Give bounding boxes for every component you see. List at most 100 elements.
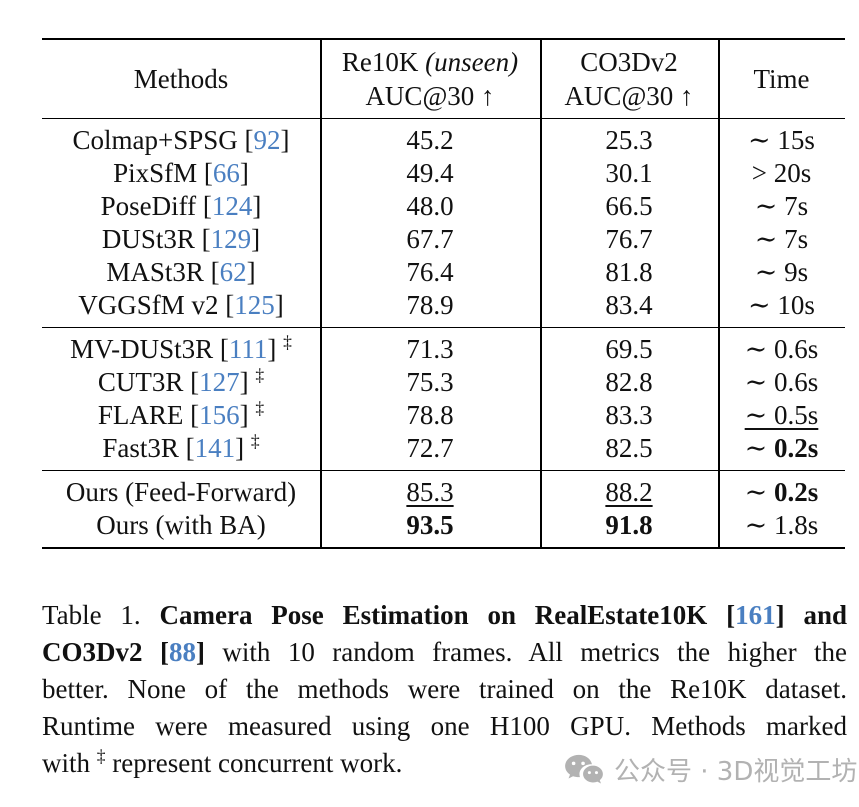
co3d-value-cell: 69.5 bbox=[540, 333, 718, 366]
citation-link[interactable]: 125 bbox=[234, 290, 275, 320]
section-divider bbox=[42, 470, 845, 471]
text-span: ‡ bbox=[255, 365, 265, 385]
text-span: CO3Dv2 bbox=[42, 637, 160, 667]
co3d-value-cell: 88.2 bbox=[540, 476, 718, 509]
text-span: 66.5 bbox=[605, 191, 653, 221]
citation-link[interactable]: 161 bbox=[735, 600, 776, 630]
text-span: ] bbox=[239, 158, 249, 188]
table-row: Fast3R [141] ‡ 72.7 82.5 ∼ 0.2s bbox=[42, 432, 845, 465]
citation-link[interactable]: 92 bbox=[253, 125, 281, 155]
text-span: 75.3 bbox=[406, 367, 454, 397]
header-time: Time bbox=[718, 40, 845, 118]
watermark: 公众号 · 3D视觉工坊 bbox=[563, 751, 857, 788]
citation-link[interactable]: 141 bbox=[194, 433, 236, 463]
header-re10k: Re10K (unseen) AUC@30 ↑ bbox=[320, 40, 540, 118]
table-group: MV-DUSt3R [111] ‡ 71.3 69.5 ∼ 0.6s CUT3R [12… bbox=[42, 328, 845, 470]
text-span: Ours (with BA) bbox=[96, 510, 266, 540]
text-span: ] bbox=[267, 334, 284, 364]
re10k-value-cell: 49.4 bbox=[320, 157, 540, 190]
table-row: PoseDiff [124] 48.0 66.5 ∼ 7s bbox=[42, 190, 845, 223]
text-span: 25.3 bbox=[605, 125, 653, 155]
text-span: ∼ 0.6s bbox=[744, 334, 819, 364]
co3d-value-cell: 25.3 bbox=[540, 124, 718, 157]
text-span: FLARE [ bbox=[97, 400, 200, 430]
text-span: 71.3 bbox=[406, 334, 454, 364]
text-span: 30.1 bbox=[605, 158, 653, 188]
time-cell: ∼ 0.6s bbox=[718, 366, 845, 399]
text-span: ] bbox=[775, 600, 785, 630]
table-body: Colmap+SPSG [92] 45.2 25.3 ∼ 15s PixSfM [66]… bbox=[42, 119, 845, 547]
re10k-value-cell: 48.0 bbox=[320, 190, 540, 223]
text-span: 81.8 bbox=[605, 257, 653, 287]
text-span: 83.3 bbox=[605, 400, 653, 430]
text-span: 72.7 bbox=[406, 433, 454, 463]
header-re10k-unseen: (unseen) bbox=[425, 47, 519, 77]
text-span: ] bbox=[251, 224, 261, 254]
co3d-value-cell: 83.4 bbox=[540, 289, 718, 322]
section-divider bbox=[42, 327, 845, 328]
table-caption: Table 1. Camera Pose Estimation on RealE… bbox=[42, 597, 847, 782]
citation-link[interactable]: 66 bbox=[212, 158, 240, 188]
time-cell: ∼ 0.2s bbox=[718, 432, 845, 465]
table-row: Ours (Feed-Forward) 85.3 88.2 ∼ 0.2s bbox=[42, 476, 845, 509]
table-row: PixSfM [66] 49.4 30.1 > 20s bbox=[42, 157, 845, 190]
co3d-value-cell: 82.5 bbox=[540, 432, 718, 465]
co3d-value-cell: 83.3 bbox=[540, 399, 718, 432]
co3d-value-cell: 91.8 bbox=[540, 509, 718, 542]
text-span: ] bbox=[235, 433, 251, 463]
method-cell: MV-DUSt3R [111] ‡ bbox=[42, 333, 320, 366]
table-row: CUT3R [127] ‡ 75.3 82.8 ∼ 0.6s bbox=[42, 366, 845, 399]
text-span: with bbox=[42, 748, 97, 778]
citation-link[interactable]: 62 bbox=[219, 257, 247, 287]
time-cell: ∼ 10s bbox=[718, 289, 845, 322]
text-span: PixSfM [ bbox=[113, 158, 213, 188]
text-span: ] bbox=[195, 637, 205, 667]
header-methods-label: Methods bbox=[133, 64, 229, 94]
co3d-value-cell: 30.1 bbox=[540, 157, 718, 190]
text-span: ] bbox=[252, 191, 262, 221]
method-cell: PoseDiff [124] bbox=[42, 190, 320, 223]
table-row: Colmap+SPSG [92] 45.2 25.3 ∼ 15s bbox=[42, 124, 845, 157]
text-span: ∼ 9s bbox=[754, 257, 809, 287]
citation-link[interactable]: 124 bbox=[211, 191, 253, 221]
header-co3d-name: CO3Dv2 bbox=[580, 47, 678, 77]
column-divider bbox=[320, 40, 322, 547]
table-row: VGGSfM v2 [125] 78.9 83.4 ∼ 10s bbox=[42, 289, 845, 322]
text-span: [ bbox=[726, 600, 736, 630]
text-span: 78.9 bbox=[406, 290, 454, 320]
citation-link[interactable]: 111 bbox=[228, 334, 268, 364]
text-span: ∼ 0.5s bbox=[744, 400, 819, 430]
table-row: FLARE [156] ‡ 78.8 83.3 ∼ 0.5s bbox=[42, 399, 845, 432]
text-span: PoseDiff [ bbox=[100, 191, 212, 221]
column-divider bbox=[718, 40, 720, 547]
text-span: DUSt3R [ bbox=[101, 224, 211, 254]
text-span: ] bbox=[239, 367, 256, 397]
wechat-icon bbox=[565, 754, 603, 784]
table-frame: Methods Re10K (unseen) AUC@30 ↑ CO3Dv2 A… bbox=[42, 38, 845, 549]
re10k-value-cell: 71.3 bbox=[320, 333, 540, 366]
text-span: Table 1. bbox=[42, 600, 160, 630]
text-span: 0.2s bbox=[774, 433, 819, 463]
method-cell: Colmap+SPSG [92] bbox=[42, 124, 320, 157]
text-span: 49.4 bbox=[406, 158, 454, 188]
text-span: with 10 random frames. All metrics the h… bbox=[204, 637, 847, 667]
citation-link[interactable]: 129 bbox=[210, 224, 252, 254]
re10k-value-cell: 93.5 bbox=[320, 509, 540, 542]
text-span: 67.7 bbox=[406, 224, 454, 254]
header-time-label: Time bbox=[753, 64, 810, 94]
text-span: 0.2s bbox=[774, 477, 819, 507]
text-span: ∼ 7s bbox=[754, 224, 809, 254]
text-span: 76.7 bbox=[605, 224, 653, 254]
co3d-value-cell: 81.8 bbox=[540, 256, 718, 289]
text-span: 76.4 bbox=[406, 257, 454, 287]
time-cell: ∼ 0.2s bbox=[718, 476, 845, 509]
table-header-row: Methods Re10K (unseen) AUC@30 ↑ CO3Dv2 A… bbox=[42, 40, 845, 118]
text-span: 91.8 bbox=[605, 510, 653, 540]
citation-link[interactable]: 127 bbox=[199, 367, 240, 397]
text-span: Fast3R [ bbox=[102, 433, 195, 463]
method-cell: Ours (Feed-Forward) bbox=[42, 476, 320, 509]
citation-link[interactable]: 156 bbox=[199, 400, 240, 430]
text-span: 69.5 bbox=[605, 334, 653, 364]
citation-link[interactable]: 88 bbox=[168, 637, 196, 667]
table-row: MV-DUSt3R [111] ‡ 71.3 69.5 ∼ 0.6s bbox=[42, 333, 845, 366]
